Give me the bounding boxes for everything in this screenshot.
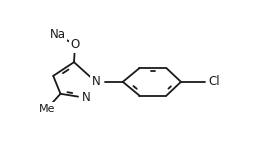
Text: Me: Me bbox=[39, 104, 55, 114]
Text: N: N bbox=[91, 75, 100, 88]
Text: Cl: Cl bbox=[209, 75, 220, 88]
Text: N: N bbox=[82, 91, 91, 104]
Text: Na: Na bbox=[49, 28, 65, 41]
Text: O: O bbox=[70, 38, 80, 51]
